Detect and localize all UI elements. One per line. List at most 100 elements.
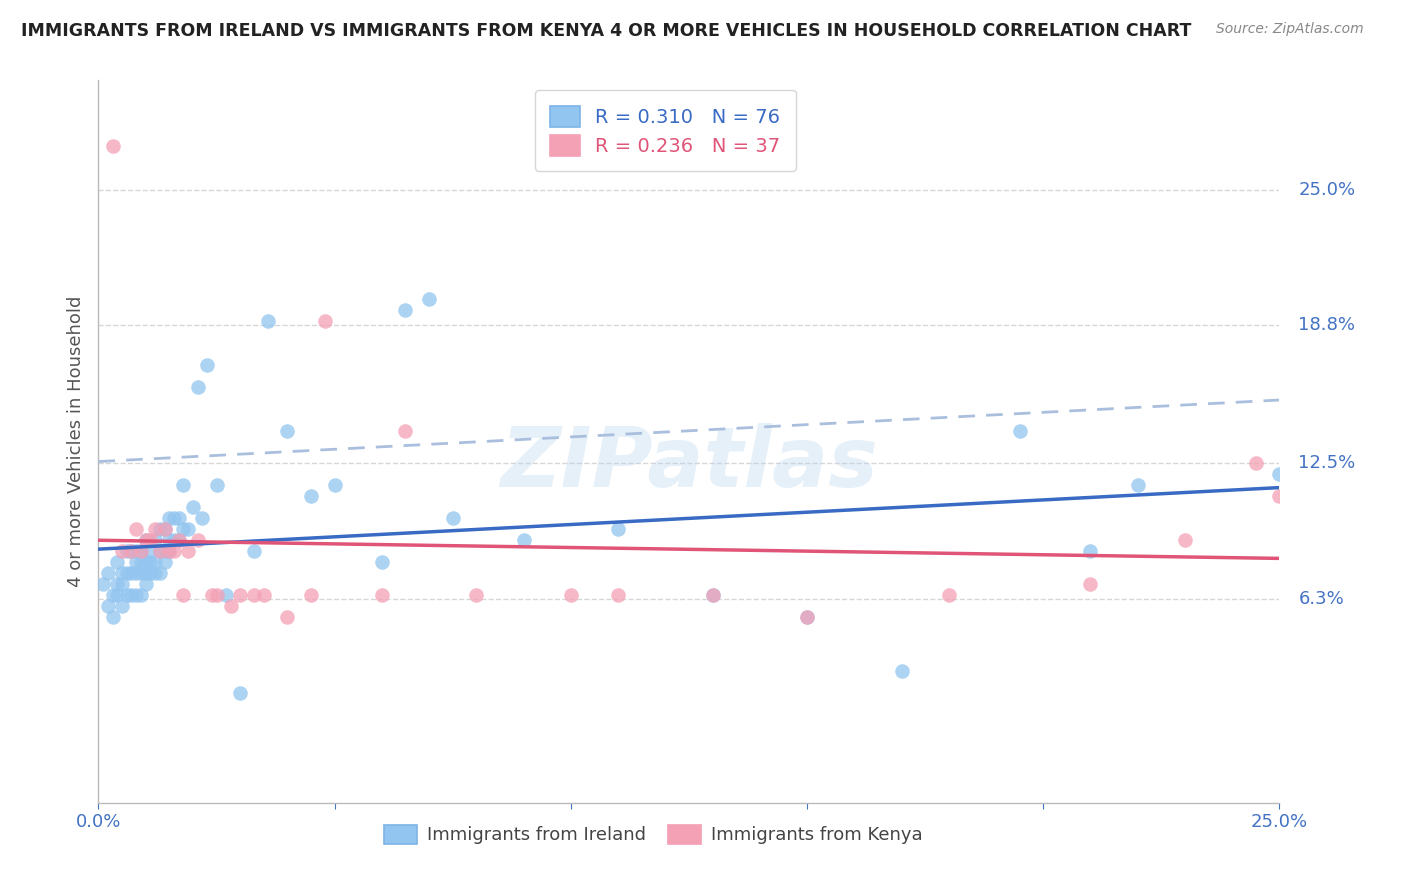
Point bbox=[111, 544, 134, 558]
Point bbox=[111, 599, 134, 613]
Point bbox=[135, 533, 157, 547]
Point bbox=[111, 577, 134, 591]
Point bbox=[125, 566, 148, 580]
Point bbox=[139, 566, 162, 580]
Point bbox=[97, 599, 120, 613]
Point bbox=[143, 533, 166, 547]
Point bbox=[276, 424, 298, 438]
Point bbox=[607, 522, 630, 536]
Point bbox=[101, 609, 124, 624]
Point bbox=[181, 500, 204, 515]
Point bbox=[157, 544, 180, 558]
Point bbox=[172, 522, 194, 536]
Point bbox=[105, 555, 128, 569]
Point bbox=[441, 511, 464, 525]
Point bbox=[157, 511, 180, 525]
Point bbox=[177, 544, 200, 558]
Point bbox=[153, 522, 176, 536]
Point bbox=[607, 588, 630, 602]
Point bbox=[101, 139, 124, 153]
Point bbox=[253, 588, 276, 602]
Point bbox=[111, 566, 134, 580]
Point bbox=[97, 566, 120, 580]
Point bbox=[163, 544, 186, 558]
Point bbox=[371, 588, 394, 602]
Point bbox=[1268, 489, 1291, 503]
Point bbox=[702, 588, 724, 602]
Point bbox=[229, 588, 252, 602]
Point bbox=[1008, 424, 1031, 438]
Point bbox=[167, 533, 190, 547]
Point bbox=[205, 478, 228, 492]
Point bbox=[157, 533, 180, 547]
Point bbox=[101, 588, 124, 602]
Point bbox=[418, 292, 440, 306]
Point bbox=[796, 609, 818, 624]
Point bbox=[135, 533, 157, 547]
Point bbox=[149, 566, 172, 580]
Text: 6.3%: 6.3% bbox=[1298, 591, 1344, 608]
Point bbox=[153, 522, 176, 536]
Point bbox=[205, 588, 228, 602]
Point bbox=[163, 511, 186, 525]
Y-axis label: 4 or more Vehicles in Household: 4 or more Vehicles in Household bbox=[66, 296, 84, 587]
Point bbox=[121, 588, 143, 602]
Point bbox=[115, 566, 138, 580]
Point bbox=[129, 566, 152, 580]
Point bbox=[105, 588, 128, 602]
Point bbox=[1174, 533, 1197, 547]
Point bbox=[129, 544, 152, 558]
Point bbox=[167, 533, 190, 547]
Point bbox=[135, 566, 157, 580]
Point bbox=[243, 544, 266, 558]
Point bbox=[796, 609, 818, 624]
Point bbox=[187, 533, 209, 547]
Point bbox=[371, 555, 394, 569]
Point bbox=[1268, 467, 1291, 482]
Point bbox=[299, 588, 322, 602]
Point bbox=[157, 544, 180, 558]
Legend: Immigrants from Ireland, Immigrants from Kenya: Immigrants from Ireland, Immigrants from… bbox=[377, 818, 931, 852]
Point bbox=[143, 522, 166, 536]
Point bbox=[125, 544, 148, 558]
Point bbox=[938, 588, 960, 602]
Point bbox=[129, 555, 152, 569]
Point bbox=[163, 533, 186, 547]
Point bbox=[105, 577, 128, 591]
Point bbox=[276, 609, 298, 624]
Point bbox=[177, 522, 200, 536]
Point bbox=[172, 478, 194, 492]
Point bbox=[702, 588, 724, 602]
Point bbox=[257, 314, 280, 328]
Point bbox=[125, 522, 148, 536]
Point bbox=[1126, 478, 1149, 492]
Point bbox=[323, 478, 346, 492]
Point bbox=[135, 577, 157, 591]
Point bbox=[219, 599, 242, 613]
Point bbox=[125, 588, 148, 602]
Point bbox=[394, 424, 416, 438]
Point bbox=[129, 544, 152, 558]
Point bbox=[201, 588, 224, 602]
Point bbox=[121, 566, 143, 580]
Text: 12.5%: 12.5% bbox=[1298, 454, 1355, 473]
Text: IMMIGRANTS FROM IRELAND VS IMMIGRANTS FROM KENYA 4 OR MORE VEHICLES IN HOUSEHOLD: IMMIGRANTS FROM IRELAND VS IMMIGRANTS FR… bbox=[21, 22, 1191, 40]
Point bbox=[299, 489, 322, 503]
Point bbox=[139, 544, 162, 558]
Point bbox=[314, 314, 336, 328]
Point bbox=[394, 303, 416, 318]
Text: ZIPatlas: ZIPatlas bbox=[501, 423, 877, 504]
Point bbox=[1244, 457, 1267, 471]
Point bbox=[91, 577, 114, 591]
Point bbox=[149, 544, 172, 558]
Point bbox=[229, 686, 252, 700]
Point bbox=[215, 588, 238, 602]
Point bbox=[139, 533, 162, 547]
Point bbox=[129, 588, 152, 602]
Point bbox=[115, 544, 138, 558]
Point bbox=[890, 665, 912, 679]
Point bbox=[560, 588, 582, 602]
Point bbox=[1080, 544, 1102, 558]
Point bbox=[121, 544, 143, 558]
Point bbox=[167, 511, 190, 525]
